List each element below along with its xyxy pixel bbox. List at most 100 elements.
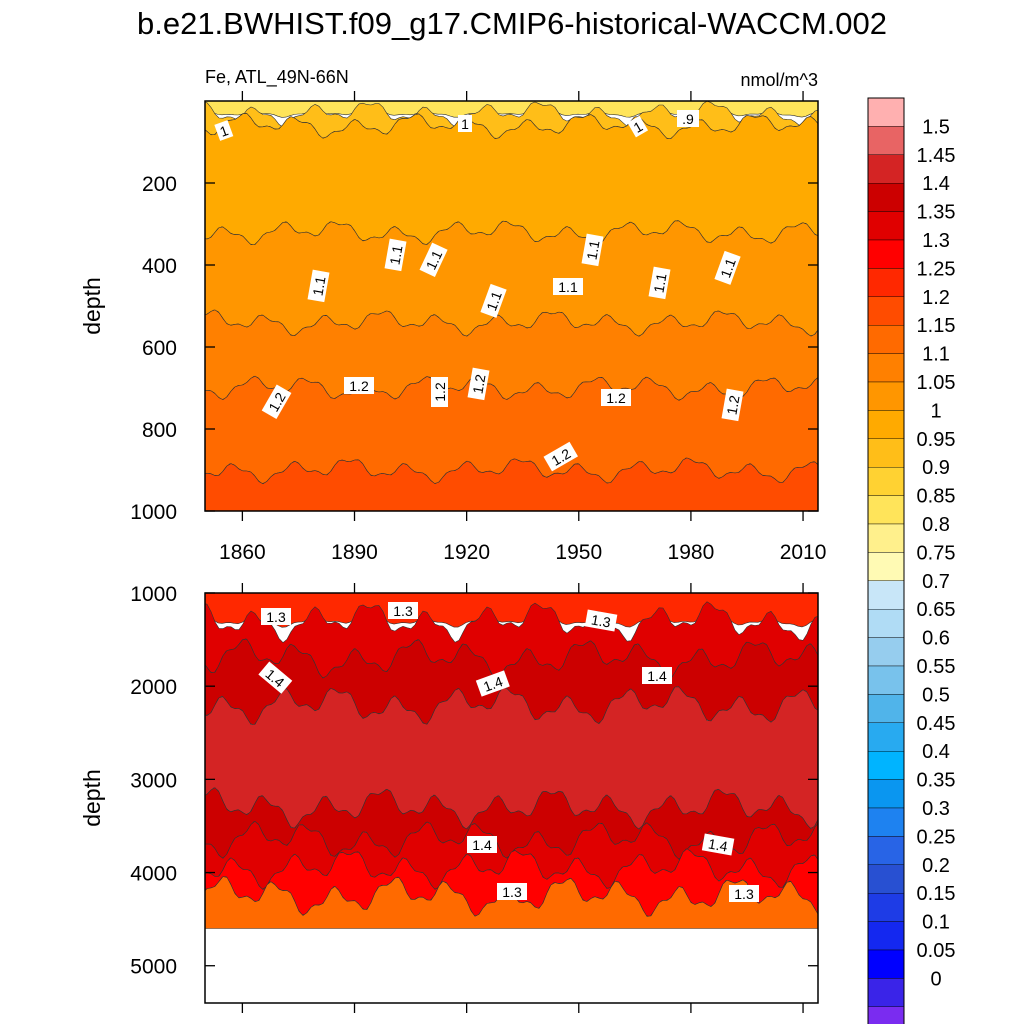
colorbar-swatch <box>867 239 905 269</box>
colorbar-label: 0.75 <box>917 542 956 564</box>
top-y-axis-label: depth <box>79 277 105 335</box>
contour-label: 1.1 <box>714 250 741 285</box>
contour-label: 1.3 <box>497 883 527 900</box>
contour-label: 1.3 <box>388 602 418 619</box>
colorbar-label: 0.95 <box>917 429 956 451</box>
colorbar-label: 1.5 <box>922 116 950 138</box>
contour-band <box>205 375 818 485</box>
colorbar-label: 1 <box>930 400 941 422</box>
contour-label: 1.2 <box>431 377 448 407</box>
colorbar-swatch <box>867 325 905 354</box>
colorbar-label: 0.25 <box>917 826 956 848</box>
colorbar-label: 0.6 <box>922 628 950 650</box>
colorbar-swatch <box>867 467 905 496</box>
colorbar-swatch <box>867 97 905 127</box>
colorbar-label: 1.25 <box>917 258 956 280</box>
top-panel-variable-label: Fe, ATL_49N-66N <box>205 67 349 88</box>
contour-label-text: 1.3 <box>734 886 754 902</box>
contour-label-text: 1.1 <box>483 289 505 313</box>
contour-label-text: 1.3 <box>393 603 413 619</box>
contour-label: 1 <box>214 120 234 141</box>
colorbar-swatch <box>867 268 905 297</box>
contour-label: 1.1 <box>384 238 407 272</box>
colorbar-swatch <box>867 949 905 979</box>
contour-label: 1.3 <box>584 609 618 632</box>
y-tick-label: 2000 <box>130 676 177 699</box>
colorbar-swatch <box>867 381 905 411</box>
colorbar-label: 0.35 <box>917 770 956 792</box>
colorbar-swatch <box>867 978 905 1008</box>
y-tick-label: 600 <box>142 337 177 360</box>
x-tick-label: 1950 <box>555 541 602 564</box>
figure-title: b.e21.BWHIST.f09_g17.CMIP6-historical-WA… <box>136 6 887 41</box>
colorbar-swatch <box>867 182 905 212</box>
bottom-panel: 1.3 1.31.31.4 1.4 1.41.4 1.41.3 1.3 100020003… <box>79 583 819 1013</box>
colorbar-label: 0.85 <box>917 486 956 508</box>
contour-label: 1.3 <box>261 608 291 625</box>
top-panel-units: nmol/m^3 <box>741 70 818 90</box>
contour-label-text: 1.2 <box>606 390 626 406</box>
contour-label: 1.1 <box>307 269 330 303</box>
top-plot-frame <box>204 100 819 512</box>
contour-label-text: 1.2 <box>349 378 369 394</box>
contour-label-text: 1.1 <box>650 272 669 294</box>
contour-label: 1.4 <box>467 836 497 853</box>
colorbar-swatch <box>867 751 905 780</box>
contour-label-text: .9 <box>682 111 694 127</box>
colorbar-swatch <box>867 722 905 752</box>
colorbar-label: 0.8 <box>922 514 950 536</box>
colorbar-swatch <box>867 495 905 525</box>
bottom-contour-labels: 1.3 1.31.31.4 1.4 1.41.4 1.41.3 1.3 <box>258 602 759 902</box>
colorbar-label: 1.45 <box>917 145 956 167</box>
contour-label: 1.2 <box>721 388 744 422</box>
colorbar-label: 0.45 <box>917 713 956 735</box>
y-tick-label: 800 <box>142 419 177 442</box>
bottom-axis-ticks: 1000 2000 3000 4000 5000 <box>130 583 818 1013</box>
contour-label-text: 1.4 <box>647 668 667 684</box>
colorbar-label: 0.55 <box>917 656 956 678</box>
colorbar-swatch <box>867 665 905 695</box>
contour-label: 1.2 <box>467 367 490 401</box>
x-tick-label: 1890 <box>331 541 378 564</box>
colorbar-label: 1.15 <box>917 315 956 337</box>
top-contour-field <box>205 101 818 511</box>
colorbar-swatch <box>867 211 905 241</box>
contour-label: 1.4 <box>701 833 735 856</box>
contour-label: 1.1 <box>480 283 507 318</box>
colorbar-label: 1.1 <box>922 344 950 366</box>
contour-label: 1.4 <box>475 670 510 697</box>
colorbar-label: 0.7 <box>922 571 950 593</box>
top-contour-labels: 1 1 1 .9 1.1 1.1 1.1 1.1 1.1 1.1 1.1 1.1 1.2 1.2 1.2 1.… <box>214 110 744 472</box>
colorbar-label: 1.2 <box>922 287 950 309</box>
y-tick-label: 400 <box>142 255 177 278</box>
contour-band <box>205 820 818 890</box>
colorbar-swatch <box>867 552 905 582</box>
x-tick-label: 1920 <box>443 541 490 564</box>
contour-label-text: 1 <box>461 116 469 132</box>
colorbar-label: 1.05 <box>917 372 956 394</box>
y-tick-label: 4000 <box>130 863 177 886</box>
colorbar-swatch <box>867 410 905 439</box>
colorbar-label: 1.3 <box>922 230 950 252</box>
colorbar-swatch <box>867 807 905 837</box>
contour-label-text: 1.1 <box>558 279 578 295</box>
contour-label-text: 1.2 <box>723 394 742 416</box>
colorbar-swatch <box>867 779 905 809</box>
contour-label: 1.1 <box>553 278 583 295</box>
top-panel: Fe, ATL_49N-66N nmol/m^3 1 1 1.91.1 1.11.11… <box>79 67 826 564</box>
y-tick-label: 3000 <box>130 769 177 792</box>
contour-label: 1.1 <box>648 266 671 300</box>
contour-label-text: 1.2 <box>432 382 448 402</box>
contour-label-text: 1.1 <box>423 248 446 273</box>
colorbar-frame <box>867 97 905 1024</box>
colorbar-swatch <box>867 609 905 638</box>
bottom-contour-field <box>205 593 818 929</box>
colorbar-swatch <box>867 864 905 894</box>
colorbar-swatch <box>867 580 905 610</box>
colorbar-label: 1.4 <box>922 173 950 195</box>
x-tick-label: 1980 <box>668 541 715 564</box>
contour-label-text: 1.1 <box>583 239 602 261</box>
contour-label-text: 1.1 <box>309 275 328 297</box>
y-tick-label: 200 <box>142 173 177 196</box>
